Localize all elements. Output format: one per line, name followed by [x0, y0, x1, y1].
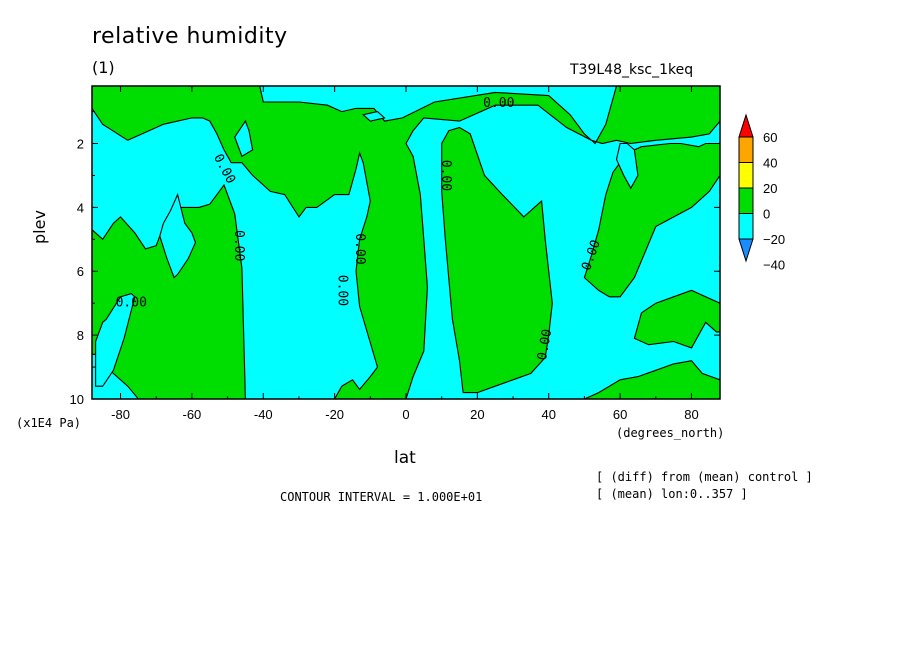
x-tick-label: -80: [111, 407, 130, 422]
contour-region-7: [633, 289, 720, 349]
contour-label: 0.00: [116, 296, 147, 311]
colorbar-label: −40: [763, 258, 785, 273]
x-axis-label: lat: [394, 448, 416, 468]
contour-interval-note: CONTOUR INTERVAL = 1.000E+01: [280, 490, 483, 504]
x-tick-label: 60: [613, 407, 627, 422]
y-tick-label: 2: [77, 136, 84, 151]
colorbar-label: 20: [763, 181, 777, 196]
contour-region-0: [92, 183, 246, 399]
contour-label: 0.00: [535, 328, 555, 361]
colorbar-label: 0: [763, 207, 770, 222]
contour-label: 0.00: [483, 96, 514, 111]
y-tick-label: 4: [77, 200, 84, 215]
x-tick-label: -20: [325, 407, 344, 422]
chart-title: relative humidity: [92, 24, 288, 49]
contour-region-9: [234, 119, 254, 158]
contour-region-3: [92, 86, 720, 399]
contour-label: 0.00: [352, 233, 367, 264]
x-tick-label: -60: [183, 407, 202, 422]
contour-label: 0.00: [334, 275, 349, 306]
chart-subtitle: (1): [92, 58, 115, 77]
contour-region-8: [584, 360, 720, 399]
colorbar-segment: [738, 162, 754, 189]
contour-region-6: [615, 142, 639, 190]
contour-region-5: [583, 142, 720, 298]
colorbar-extend-top: [738, 113, 754, 138]
colorbar-label: 60: [763, 130, 777, 145]
colorbar-label: −20: [763, 232, 785, 247]
contour-label: 0.00: [231, 230, 246, 261]
contour-region-4: [441, 126, 553, 394]
colorbar-extend-bottom: [738, 238, 754, 263]
x-tick-label: -40: [254, 407, 273, 422]
y-tick-label: 6: [77, 264, 84, 279]
run-name: T39L48_ksc_1keq: [570, 62, 694, 78]
x-tick-label: 80: [684, 407, 698, 422]
colorbar-segment: [738, 187, 754, 214]
colorbar-label: 40: [763, 156, 777, 171]
contour-region-10: [362, 111, 386, 122]
diff-note: [ (diff) from (mean) control ]: [596, 470, 813, 484]
x-tick-label: 20: [470, 407, 484, 422]
contour-region-1: [159, 192, 197, 279]
contour-label: 0.00: [438, 160, 453, 191]
mean-note: [ (mean) lon:0..357 ]: [596, 487, 748, 501]
y-tick-label: 10: [70, 392, 84, 407]
colorbar-segment: [738, 136, 754, 163]
y-axis-units: (x1E4 Pa): [16, 416, 82, 430]
x-axis-units: (degrees_north): [616, 426, 725, 440]
x-tick-label: 0: [402, 407, 409, 422]
colorbar-segment: [738, 213, 754, 240]
y-tick-label: 8: [77, 328, 84, 343]
x-tick-label: 40: [541, 407, 555, 422]
